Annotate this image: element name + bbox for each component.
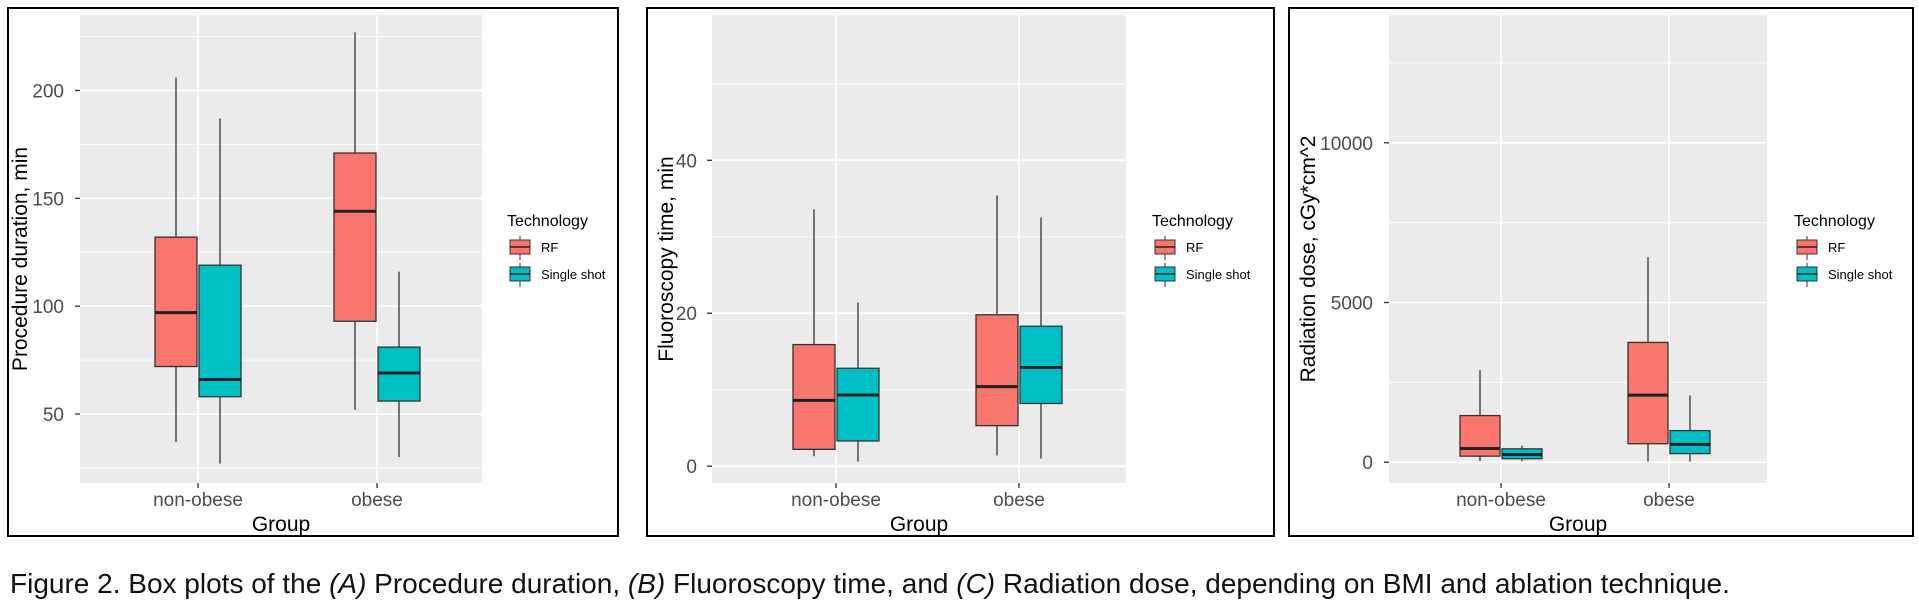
plot-background	[712, 15, 1126, 483]
caption-label-c: (C)	[956, 568, 995, 599]
y-tick-label: 5000	[1331, 294, 1373, 315]
legend-label: Single shot	[1186, 267, 1251, 282]
y-axis-title: Fluoroscopy time, min	[655, 156, 678, 361]
box-body	[198, 264, 242, 398]
legend-key-rf	[509, 236, 531, 260]
legend-key-single-shot	[1796, 263, 1818, 287]
caption-text-a: Procedure duration,	[366, 568, 628, 599]
legend-key-single-shot	[509, 263, 531, 287]
box-single-shot-non-obese	[198, 118, 242, 464]
box-body	[975, 314, 1019, 427]
box-body	[333, 152, 377, 322]
x-axis-title: Group	[1549, 513, 1607, 536]
panel-a: 50 100 150 200 non-obese obese Group Procedure …	[7, 7, 619, 537]
caption-label-b: (B)	[628, 568, 665, 599]
y-axis-title: Procedure duration, min	[9, 147, 32, 371]
legend-label: RF	[1828, 240, 1845, 255]
caption-text-c: Radiation dose, depending on BMI and abl…	[995, 568, 1730, 599]
x-tick-label: obese	[1643, 490, 1695, 511]
y-tick-label: 50	[43, 405, 64, 426]
y-tick-label: 20	[676, 304, 697, 325]
x-axis-title: Group	[890, 513, 948, 536]
box-single-shot-non-obese	[1501, 445, 1543, 462]
box-rf-obese	[1627, 257, 1669, 462]
box-rf-non-obese	[792, 209, 836, 457]
panel-c: 0 5000 10000 non-obese obese Group Radiation d…	[1288, 7, 1914, 537]
panel-b: 0 20 40 non-obese obese Group Fluoroscopy time…	[646, 7, 1275, 537]
x-tick-label: non-obese	[1456, 490, 1546, 511]
legend-title: Technology	[507, 213, 588, 230]
y-tick-label: 0	[686, 457, 697, 478]
legend-key-rf	[1796, 236, 1818, 260]
box-body	[1627, 341, 1669, 445]
box-rf-obese	[975, 195, 1019, 456]
box-body	[1019, 325, 1063, 405]
plot-background	[80, 15, 482, 483]
box-single-shot-non-obese	[836, 302, 880, 462]
box-body	[154, 236, 198, 368]
y-tick-label: 0	[1362, 453, 1373, 474]
caption-text-b: Fluoroscopy time, and	[665, 568, 956, 599]
y-axis-title: Radiation dose, cGy*cm^2	[1297, 136, 1320, 383]
legend-label: RF	[1186, 240, 1203, 255]
box-rf-non-obese	[154, 77, 198, 443]
box-body	[836, 367, 880, 442]
y-tick-label: 200	[32, 81, 64, 102]
y-tick-label: 40	[676, 151, 697, 172]
box-single-shot-obese	[1019, 217, 1063, 459]
legend: Technology RF Single shot	[507, 213, 606, 287]
x-axis-title: Group	[252, 513, 310, 536]
legend-title: Technology	[1794, 213, 1875, 230]
x-tick-label: obese	[351, 490, 403, 511]
y-tick-label: 100	[32, 297, 64, 318]
caption-label-a: (A)	[329, 568, 366, 599]
box-body	[1669, 429, 1711, 455]
plot-background	[1389, 15, 1767, 483]
x-tick-label: non-obese	[791, 490, 881, 511]
box-single-shot-obese	[1669, 395, 1711, 462]
legend-key-rf	[1154, 236, 1176, 260]
y-tick-label: 150	[32, 189, 64, 210]
box-body	[1459, 414, 1501, 457]
legend-label: RF	[541, 240, 558, 255]
caption-prefix: Figure 2. Box plots of the	[10, 568, 329, 599]
legend-label: Single shot	[541, 267, 606, 282]
legend: Technology RF Single shot	[1152, 213, 1251, 287]
box-single-shot-obese	[377, 271, 421, 458]
x-tick-label: obese	[993, 490, 1045, 511]
figure-caption: Figure 2. Box plots of the (A) Procedure…	[10, 568, 1730, 599]
x-tick-label: non-obese	[153, 490, 243, 511]
legend: Technology RF Single shot	[1794, 213, 1893, 287]
legend-label: Single shot	[1828, 267, 1893, 282]
box-rf-obese	[333, 32, 377, 410]
box-body	[792, 343, 836, 451]
box-rf-non-obese	[1459, 370, 1501, 461]
legend-key-single-shot	[1154, 263, 1176, 287]
y-tick-label: 10000	[1320, 134, 1373, 155]
legend-title: Technology	[1152, 213, 1233, 230]
